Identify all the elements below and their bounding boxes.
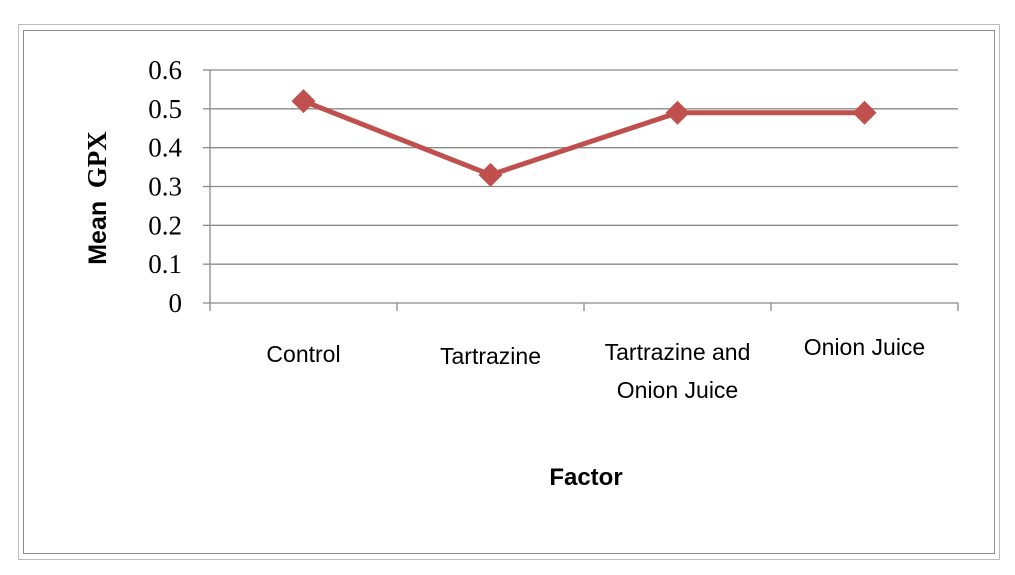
- y-tick-label-6: 0.6: [148, 55, 182, 85]
- data-point-0: [291, 89, 316, 114]
- x-tick-label-3: Onion Juice: [804, 334, 925, 360]
- y-tick-label-0: 0: [169, 288, 183, 318]
- y-tick-label-4: 0.4: [148, 133, 182, 163]
- y-tick-label-2: 0.2: [148, 210, 182, 240]
- x-tick-label-0: Control: [266, 341, 340, 367]
- x-tick-labels: Control Tartrazine Tartrazine and Onion Jui…: [266, 334, 925, 403]
- x-tick-label-2: Tartrazine and Onion Juice: [605, 339, 751, 403]
- data-point-2: [665, 100, 690, 125]
- y-tick-label-3: 0.3: [148, 172, 182, 202]
- x-tick-label-1: Tartrazine: [440, 343, 541, 369]
- series-group: [291, 89, 877, 187]
- axes: [203, 69, 959, 311]
- y-tick-label-1: 0.1: [148, 249, 182, 279]
- data-point-3: [852, 100, 877, 125]
- chart-area: [23, 30, 995, 554]
- chart-outer-frame: [18, 24, 1000, 560]
- series-line-0: [302, 98, 865, 178]
- x-axis-title: Factor: [549, 464, 622, 491]
- y-tick-labels: 0 0.1 0.2 0.3 0.4 0.5 0.6: [148, 55, 182, 318]
- y-axis-title: Mean GPX: [82, 131, 112, 265]
- gridlines: [210, 69, 958, 304]
- y-tick-label-5: 0.5: [148, 94, 182, 124]
- data-point-1: [478, 162, 503, 187]
